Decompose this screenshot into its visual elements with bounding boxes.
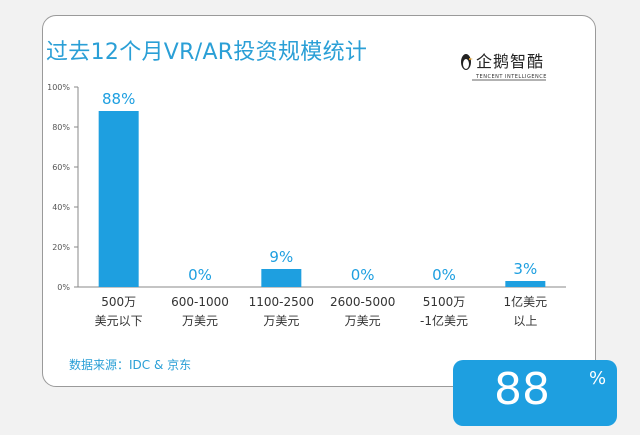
x-tick-label: 万美元 [263,314,299,328]
chart-title: 过去12个月VR/AR投资规模统计 [46,40,368,65]
x-tick-label: 万美元 [345,314,381,328]
x-tick-label: 2600-5000 [330,295,395,309]
x-tick-label: 1100-2500 [249,295,314,309]
data-label: 0% [351,266,375,284]
penguin-logo-icon [461,54,546,81]
x-tick-label: 以上 [513,314,537,328]
y-tick-label: 40% [52,203,70,212]
data-label: 0% [432,266,456,284]
y-tick-label: 60% [52,163,70,172]
bar [505,281,546,287]
data-label: 0% [188,266,212,284]
y-tick-label: 100% [47,83,70,92]
y-tick-label: 20% [52,243,70,252]
data-label: 3% [513,260,537,278]
logo-text: 企鹅智酷 [476,52,545,71]
x-tick-label: -1亿美元 [420,313,468,328]
highlight-badge [453,360,617,426]
bar [98,111,139,287]
bar [261,269,302,287]
y-tick-label: 80% [52,123,70,132]
data-source-note: 数据来源：IDC & 京东 [69,358,192,372]
x-tick-label: 1亿美元 [504,294,548,309]
y-tick-label: 0% [57,283,70,292]
data-label: 9% [269,248,293,266]
x-tick-label: 600-1000 [171,295,229,309]
x-tick-label: 美元以下 [95,314,143,328]
badge-value: 88 [494,364,550,415]
badge-unit: % [589,368,607,389]
data-label: 88% [102,90,135,108]
x-tick-label: 500万 [101,295,136,309]
x-tick-label: 5100万 [423,295,466,309]
logo-subtitle: TENCENT INTELLIGENCE [476,74,547,80]
x-tick-label: 万美元 [182,314,218,328]
